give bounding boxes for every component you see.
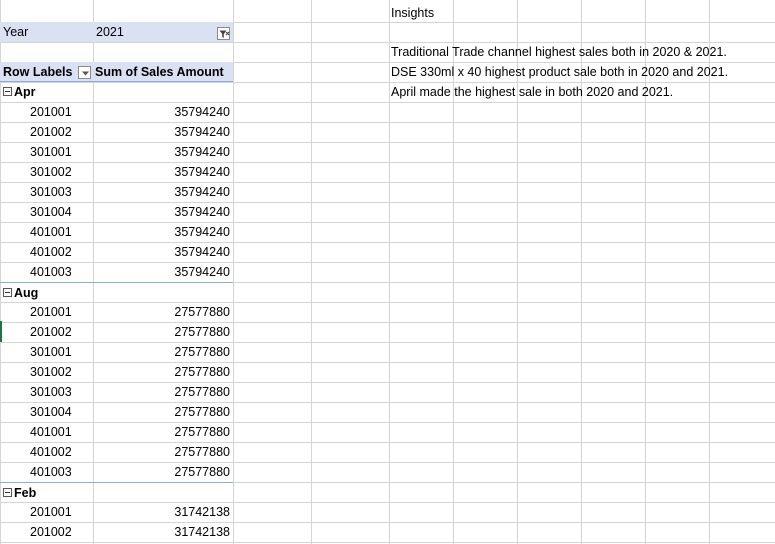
sales-amount-cell[interactable]: 35794240 [174, 125, 230, 139]
product-code-cell[interactable]: 401001 [30, 425, 72, 439]
sales-amount-cell[interactable]: 27577880 [174, 425, 230, 439]
selected-row-indicator [0, 321, 2, 342]
product-code-cell[interactable]: 201001 [30, 105, 72, 119]
insight-line[interactable]: DSE 330ml x 40 highest product sale both… [391, 65, 729, 79]
collapse-icon[interactable] [3, 488, 12, 498]
row-labels-header: Row Labels [0, 62, 93, 82]
sales-amount-cell[interactable]: 35794240 [174, 245, 230, 259]
product-code-cell[interactable]: 401002 [30, 445, 72, 459]
filter-field-label: Year [0, 22, 93, 42]
product-code-cell[interactable]: 401003 [30, 265, 72, 279]
sales-amount-cell[interactable]: 27577880 [174, 305, 230, 319]
sales-amount-cell[interactable]: 27577880 [174, 385, 230, 399]
product-code-cell[interactable]: 301004 [30, 405, 72, 419]
month-group-header[interactable]: Feb [0, 482, 233, 502]
product-code-cell[interactable]: 201001 [30, 305, 72, 319]
sum-sales-header: Sum of Sales Amount [93, 62, 233, 82]
product-code-cell[interactable]: 401001 [30, 225, 72, 239]
sales-amount-cell[interactable]: 35794240 [174, 165, 230, 179]
product-code-cell[interactable]: 301002 [30, 165, 72, 179]
product-code-cell[interactable]: 301003 [30, 185, 72, 199]
product-code-cell[interactable]: 201002 [30, 325, 72, 339]
sales-amount-cell[interactable]: 31742138 [174, 505, 230, 519]
filter-funnel-icon [219, 30, 230, 38]
sales-amount-cell[interactable]: 27577880 [174, 445, 230, 459]
sales-amount-cell[interactable]: 31742138 [174, 525, 230, 539]
product-code-cell[interactable]: 401003 [30, 465, 72, 479]
sales-amount-cell[interactable]: 35794240 [174, 265, 230, 279]
row-labels-filter-button[interactable] [78, 66, 91, 79]
product-code-cell[interactable]: 301004 [30, 205, 72, 219]
insight-line[interactable]: Traditional Trade channel highest sales … [391, 45, 727, 59]
collapse-icon[interactable] [3, 87, 12, 97]
sales-amount-cell[interactable]: 35794240 [174, 105, 230, 119]
sales-amount-cell[interactable]: 35794240 [174, 225, 230, 239]
sales-amount-cell[interactable]: 27577880 [174, 405, 230, 419]
sales-amount-cell[interactable]: 35794240 [174, 145, 230, 159]
insights-title: Insights [391, 6, 435, 20]
sales-amount-cell[interactable]: 27577880 [174, 325, 230, 339]
product-code-cell[interactable]: 201002 [30, 525, 72, 539]
product-code-cell[interactable]: 201002 [30, 125, 72, 139]
chevron-down-icon [82, 71, 89, 76]
month-label: Feb [14, 486, 37, 500]
month-label: Apr [14, 85, 36, 99]
product-code-cell[interactable]: 201001 [30, 505, 72, 519]
product-code-cell[interactable]: 301001 [30, 345, 72, 359]
sales-amount-cell[interactable]: 35794240 [174, 185, 230, 199]
product-code-cell[interactable]: 301001 [30, 145, 72, 159]
filter-field-value[interactable]: 2021 [93, 22, 233, 42]
month-label: Aug [14, 286, 39, 300]
month-group-header[interactable]: Apr [0, 82, 233, 102]
sales-amount-cell[interactable]: 35794240 [174, 205, 230, 219]
month-group-header[interactable]: Aug [0, 282, 233, 302]
sales-amount-cell[interactable]: 27577880 [174, 365, 230, 379]
sales-amount-cell[interactable]: 27577880 [174, 465, 230, 479]
insight-line[interactable]: April made the highest sale in both 2020… [391, 85, 674, 99]
year-filter-button[interactable] [217, 27, 230, 40]
product-code-cell[interactable]: 401002 [30, 245, 72, 259]
product-code-cell[interactable]: 301002 [30, 365, 72, 379]
product-code-cell[interactable]: 301003 [30, 385, 72, 399]
collapse-icon[interactable] [3, 288, 12, 298]
sales-amount-cell[interactable]: 27577880 [174, 345, 230, 359]
